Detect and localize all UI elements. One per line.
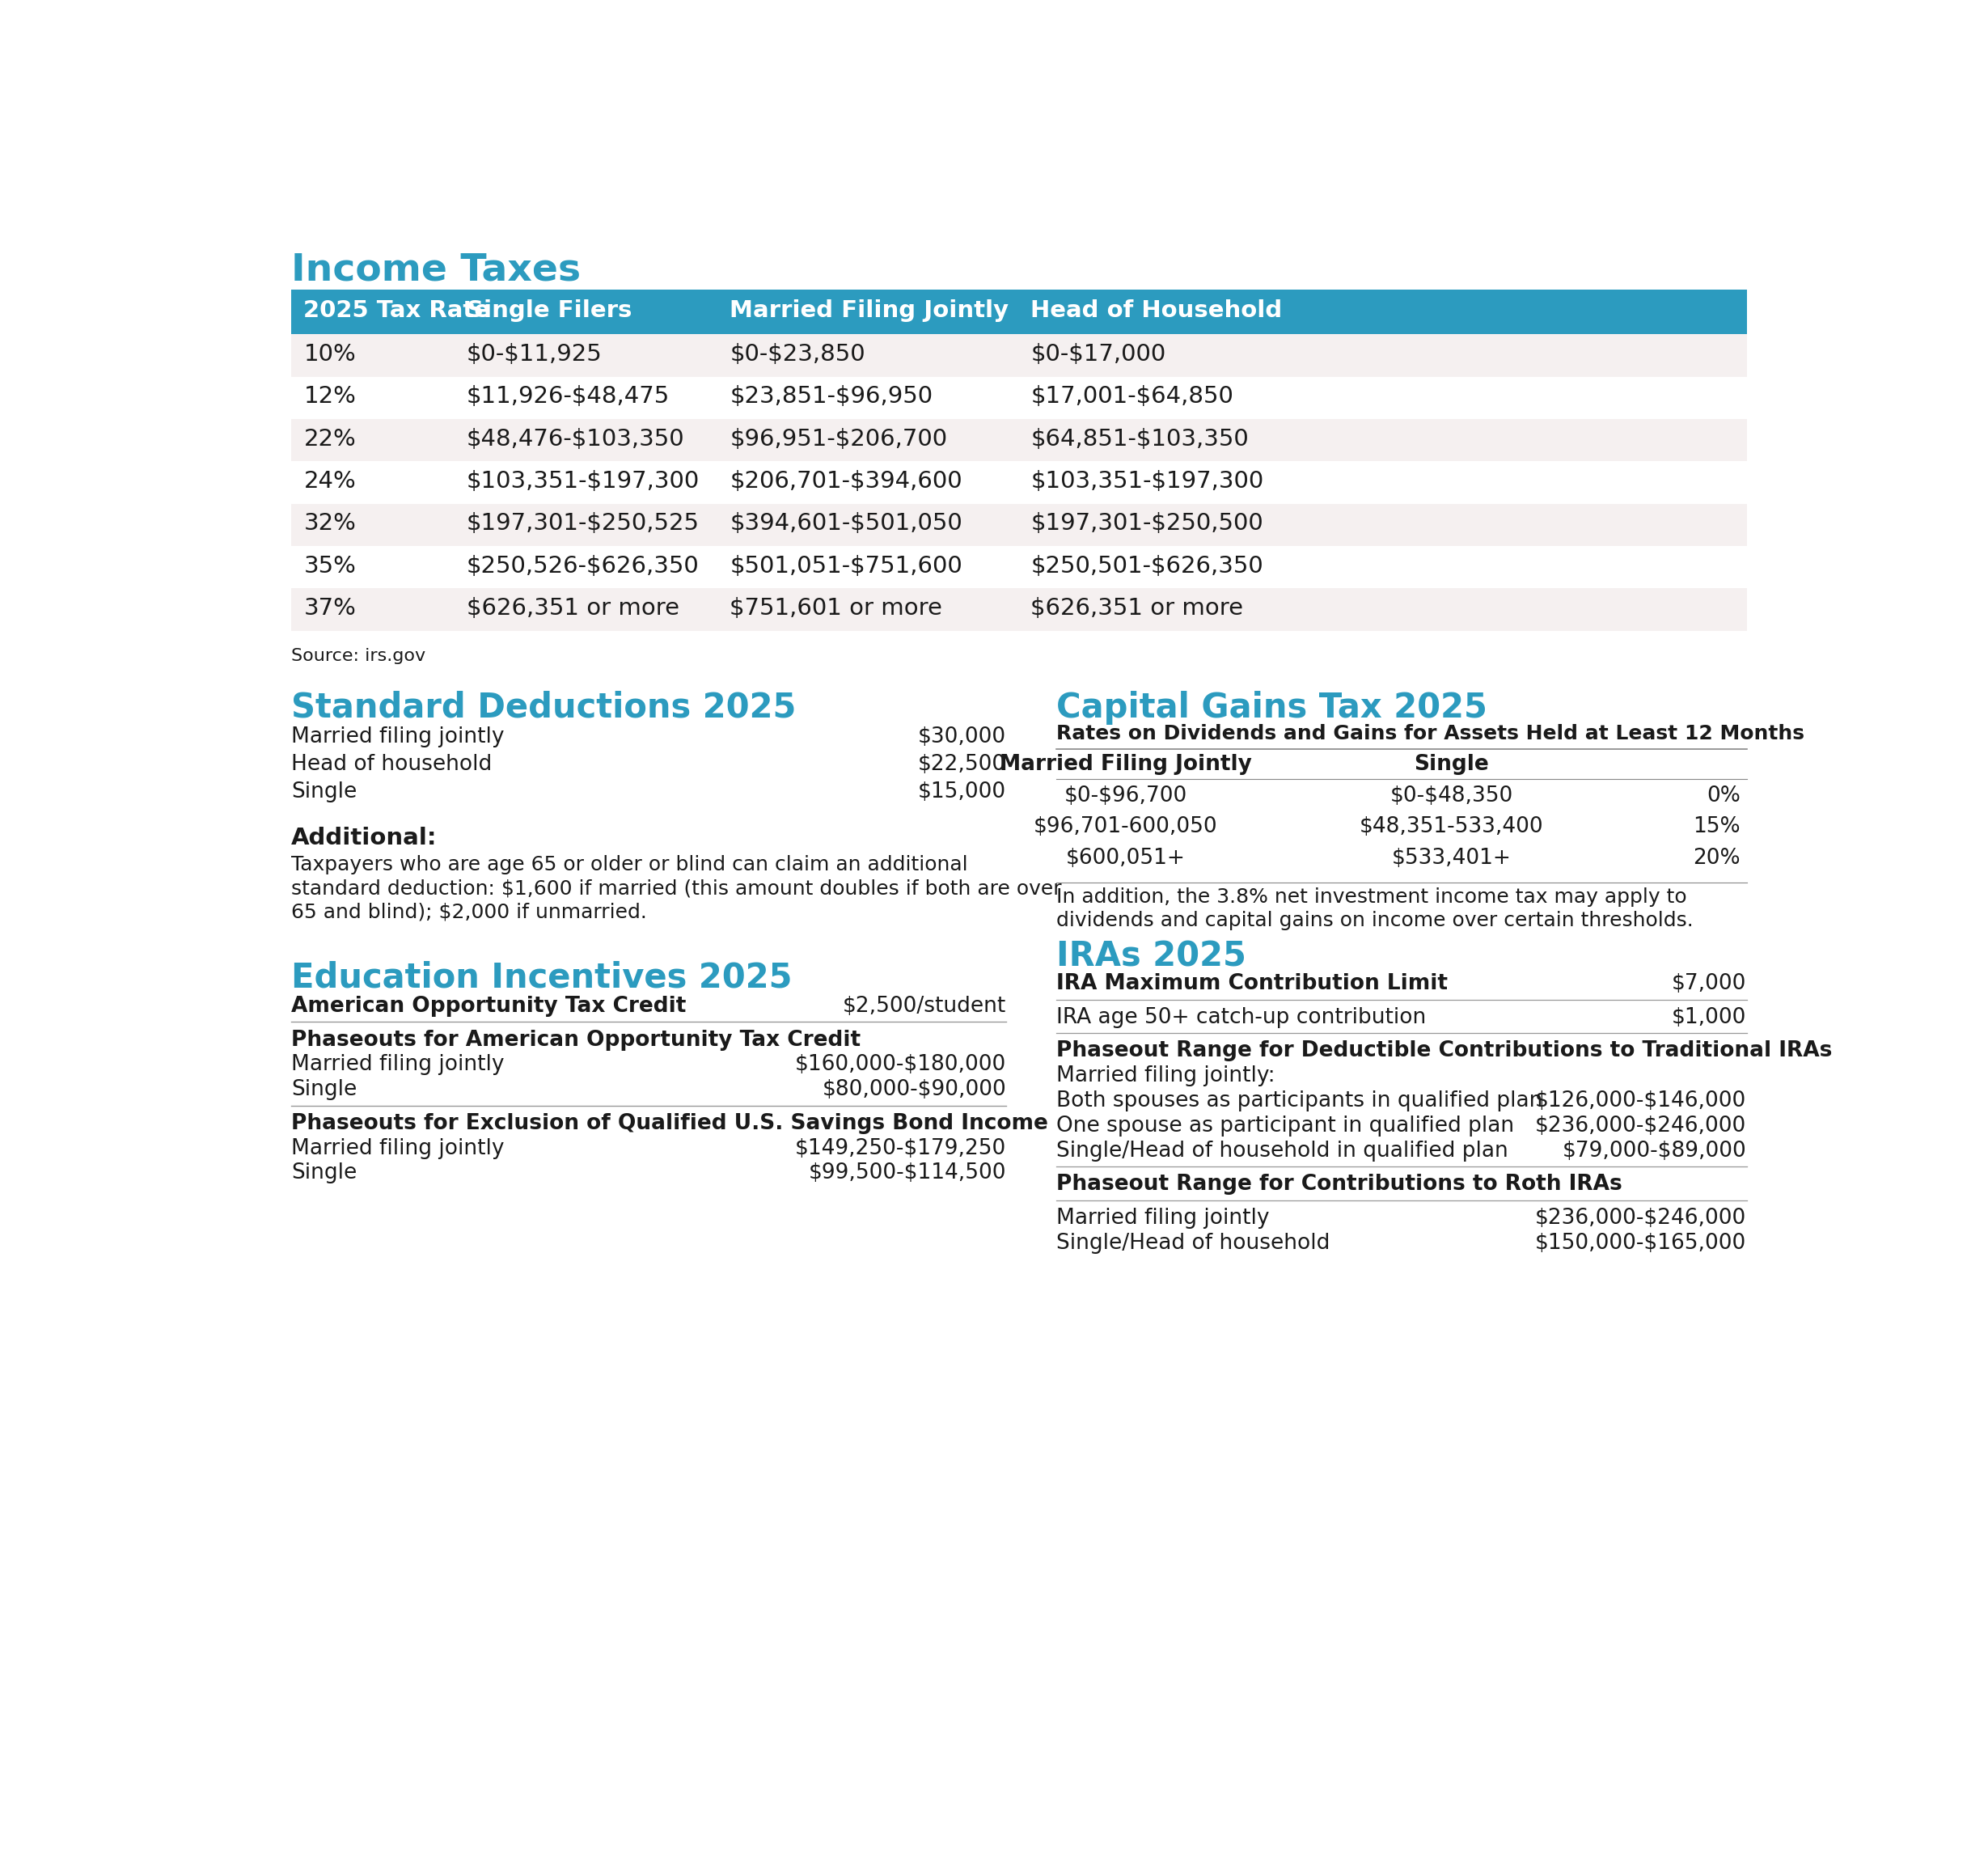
Text: Education Incentives 2025: Education Incentives 2025 — [290, 962, 791, 995]
Text: Single/Head of household in qualified plan: Single/Head of household in qualified pl… — [1056, 1141, 1509, 1161]
Text: \$236,000-\$246,000: \$236,000-\$246,000 — [1535, 1115, 1747, 1137]
Text: 24%: 24% — [304, 470, 356, 493]
Bar — [290, 334, 1747, 377]
Text: \$48,351-533,400: \$48,351-533,400 — [1360, 816, 1543, 838]
Text: Phaseouts for Exclusion of Qualified U.S. Savings Bond Income: Phaseouts for Exclusion of Qualified U.S… — [290, 1113, 1048, 1133]
Text: Married filing jointly:: Married filing jointly: — [1056, 1066, 1276, 1087]
Text: \$250,526-\$626,350: \$250,526-\$626,350 — [467, 554, 700, 577]
Text: 10%: 10% — [304, 344, 356, 366]
Text: Standard Deductions 2025: Standard Deductions 2025 — [290, 691, 795, 724]
Text: Income Taxes: Income Taxes — [290, 252, 580, 289]
Text: \$17,001-\$64,850: \$17,001-\$64,850 — [1030, 385, 1235, 407]
Text: \$0-\$17,000: \$0-\$17,000 — [1030, 344, 1167, 366]
Text: 2025 Tax Rate: 2025 Tax Rate — [304, 299, 491, 321]
Text: \$80,000-\$90,000: \$80,000-\$90,000 — [823, 1079, 1006, 1100]
Text: \$626,351 or more: \$626,351 or more — [467, 597, 680, 620]
Text: \$197,301-\$250,525: \$197,301-\$250,525 — [467, 512, 700, 536]
Text: 15%: 15% — [1694, 816, 1740, 838]
Text: \$103,351-\$197,300: \$103,351-\$197,300 — [467, 470, 700, 493]
Text: standard deduction: \$1,600 if married (this amount doubles if both are over: standard deduction: \$1,600 if married (… — [290, 879, 1062, 898]
Text: 20%: 20% — [1694, 848, 1740, 868]
Text: Head of Household: Head of Household — [1030, 299, 1282, 321]
Text: \$99,500-\$114,500: \$99,500-\$114,500 — [809, 1163, 1006, 1184]
Text: \$11,926-\$48,475: \$11,926-\$48,475 — [467, 385, 670, 407]
Text: \$160,000-\$180,000: \$160,000-\$180,000 — [795, 1055, 1006, 1075]
Text: IRA age 50+ catch-up contribution: IRA age 50+ catch-up contribution — [1056, 1006, 1425, 1029]
Text: 32%: 32% — [304, 512, 356, 536]
Text: Head of household: Head of household — [290, 754, 491, 775]
Bar — [290, 588, 1747, 631]
Text: 0%: 0% — [1706, 786, 1740, 807]
Text: \$0-\$48,350: \$0-\$48,350 — [1390, 786, 1513, 807]
Text: \$150,000-\$165,000: \$150,000-\$165,000 — [1535, 1232, 1747, 1253]
Text: IRAs 2025: IRAs 2025 — [1056, 939, 1246, 975]
Text: American Opportunity Tax Credit: American Opportunity Tax Credit — [290, 995, 686, 1018]
Text: \$751,601 or more: \$751,601 or more — [730, 597, 942, 620]
Text: Married filing jointly: Married filing jointly — [290, 1055, 505, 1075]
Bar — [290, 289, 1747, 334]
Text: \$22,500: \$22,500 — [918, 754, 1006, 775]
Text: \$600,051+: \$600,051+ — [1066, 848, 1185, 868]
Text: \$103,351-\$197,300: \$103,351-\$197,300 — [1030, 470, 1264, 493]
Text: \$626,351 or more: \$626,351 or more — [1030, 597, 1242, 620]
Text: \$7,000: \$7,000 — [1672, 973, 1747, 995]
Bar — [290, 504, 1747, 545]
Text: Both spouses as participants in qualified plan: Both spouses as participants in qualifie… — [1056, 1090, 1543, 1111]
Text: \$64,851-\$103,350: \$64,851-\$103,350 — [1030, 428, 1248, 450]
Text: 65 and blind); \$2,000 if unmarried.: 65 and blind); \$2,000 if unmarried. — [290, 902, 646, 922]
Text: Taxpayers who are age 65 or older or blind can claim an additional: Taxpayers who are age 65 or older or bli… — [290, 855, 968, 874]
Text: Source: irs.gov: Source: irs.gov — [290, 648, 425, 665]
Text: Married filing jointly: Married filing jointly — [290, 1137, 505, 1159]
Text: \$501,051-\$751,600: \$501,051-\$751,600 — [730, 554, 962, 577]
Text: Phaseout Range for Deductible Contributions to Traditional IRAs: Phaseout Range for Deductible Contributi… — [1056, 1040, 1833, 1062]
Text: \$0-\$11,925: \$0-\$11,925 — [467, 344, 602, 366]
Text: \$0-\$96,700: \$0-\$96,700 — [1064, 786, 1187, 807]
Text: 35%: 35% — [304, 554, 356, 577]
Text: \$533,401+: \$533,401+ — [1392, 848, 1511, 868]
Text: \$48,476-\$103,350: \$48,476-\$103,350 — [467, 428, 684, 450]
Text: \$1,000: \$1,000 — [1672, 1006, 1747, 1029]
Bar — [290, 377, 1747, 418]
Text: \$96,701-600,050: \$96,701-600,050 — [1034, 816, 1217, 838]
Text: \$126,000-\$146,000: \$126,000-\$146,000 — [1535, 1090, 1747, 1111]
Text: \$2,500/student: \$2,500/student — [843, 995, 1006, 1018]
Text: Phaseout Range for Contributions to Roth IRAs: Phaseout Range for Contributions to Roth… — [1056, 1174, 1622, 1195]
Text: Phaseouts for American Opportunity Tax Credit: Phaseouts for American Opportunity Tax C… — [290, 1029, 861, 1051]
Text: Single: Single — [290, 1079, 356, 1100]
Text: Single: Single — [290, 782, 356, 803]
Text: In addition, the 3.8% net investment income tax may apply to: In addition, the 3.8% net investment inc… — [1056, 887, 1688, 907]
Text: Single/Head of household: Single/Head of household — [1056, 1232, 1330, 1253]
Text: \$236,000-\$246,000: \$236,000-\$246,000 — [1535, 1208, 1747, 1228]
Text: 37%: 37% — [304, 597, 356, 620]
Text: One spouse as participant in qualified plan: One spouse as participant in qualified p… — [1056, 1115, 1515, 1137]
Text: \$0-\$23,850: \$0-\$23,850 — [730, 344, 865, 366]
Text: \$30,000: \$30,000 — [918, 726, 1006, 747]
Text: Single: Single — [1413, 754, 1489, 775]
Text: Single: Single — [290, 1163, 356, 1184]
Text: Capital Gains Tax 2025: Capital Gains Tax 2025 — [1056, 691, 1487, 724]
Text: \$23,851-\$96,950: \$23,851-\$96,950 — [730, 385, 932, 407]
Text: \$394,601-\$501,050: \$394,601-\$501,050 — [730, 512, 962, 536]
Text: \$197,301-\$250,500: \$197,301-\$250,500 — [1030, 512, 1264, 536]
Text: Single Filers: Single Filers — [467, 299, 632, 321]
Text: \$206,701-\$394,600: \$206,701-\$394,600 — [730, 470, 962, 493]
Text: \$149,250-\$179,250: \$149,250-\$179,250 — [795, 1137, 1006, 1159]
Text: Married filing jointly: Married filing jointly — [1056, 1208, 1270, 1228]
Text: \$250,501-\$626,350: \$250,501-\$626,350 — [1030, 554, 1264, 577]
Bar — [290, 545, 1747, 588]
Text: Married Filing Jointly: Married Filing Jointly — [730, 299, 1010, 321]
Text: dividends and capital gains on income over certain thresholds.: dividends and capital gains on income ov… — [1056, 911, 1694, 930]
Text: 12%: 12% — [304, 385, 356, 407]
Text: Married Filing Jointly: Married Filing Jointly — [1000, 754, 1252, 775]
Bar — [290, 418, 1747, 461]
Text: 22%: 22% — [304, 428, 356, 450]
Text: \$79,000-\$89,000: \$79,000-\$89,000 — [1563, 1141, 1747, 1161]
Bar — [290, 461, 1747, 504]
Text: Married filing jointly: Married filing jointly — [290, 726, 505, 747]
Text: \$96,951-\$206,700: \$96,951-\$206,700 — [730, 428, 948, 450]
Text: Rates on Dividends and Gains for Assets Held at Least 12 Months: Rates on Dividends and Gains for Assets … — [1056, 724, 1805, 743]
Text: \$15,000: \$15,000 — [918, 782, 1006, 803]
Text: IRA Maximum Contribution Limit: IRA Maximum Contribution Limit — [1056, 973, 1447, 995]
Text: Additional:: Additional: — [290, 827, 437, 849]
